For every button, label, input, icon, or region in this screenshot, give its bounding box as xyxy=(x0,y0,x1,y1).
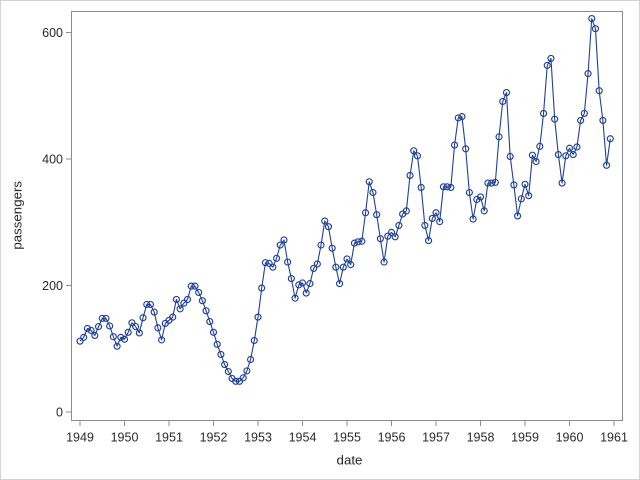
svg-text:0: 0 xyxy=(56,405,63,419)
svg-text:passengers: passengers xyxy=(10,181,25,250)
svg-text:200: 200 xyxy=(42,279,63,293)
svg-text:1961: 1961 xyxy=(600,431,628,445)
svg-text:600: 600 xyxy=(42,26,63,40)
svg-text:1949: 1949 xyxy=(66,431,94,445)
svg-text:1955: 1955 xyxy=(333,431,361,445)
svg-text:400: 400 xyxy=(42,152,63,166)
svg-text:1958: 1958 xyxy=(467,431,495,445)
svg-text:1959: 1959 xyxy=(511,431,539,445)
svg-text:1953: 1953 xyxy=(244,431,272,445)
svg-text:1954: 1954 xyxy=(289,431,317,445)
svg-text:1956: 1956 xyxy=(378,431,406,445)
svg-text:1951: 1951 xyxy=(155,431,183,445)
svg-text:date: date xyxy=(337,452,363,467)
svg-text:1960: 1960 xyxy=(556,431,584,445)
svg-text:1950: 1950 xyxy=(111,431,139,445)
svg-text:1957: 1957 xyxy=(422,431,450,445)
svg-text:1952: 1952 xyxy=(200,431,228,445)
